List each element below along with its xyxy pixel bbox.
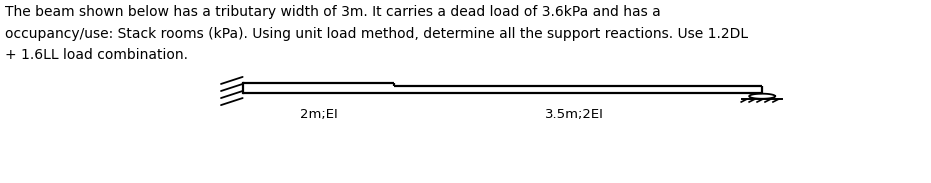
Text: The beam shown below has a tributary width of 3m. It carries a dead load of 3.6k: The beam shown below has a tributary wid…	[5, 5, 660, 20]
Text: + 1.6LL load combination.: + 1.6LL load combination.	[5, 48, 188, 62]
Text: occupancy/use: Stack rooms (kPa). Using unit load method, determine all the supp: occupancy/use: Stack rooms (kPa). Using …	[5, 27, 748, 41]
Text: 2m;EI: 2m;EI	[300, 109, 337, 122]
Text: 3.5m;2EI: 3.5m;2EI	[546, 109, 604, 122]
